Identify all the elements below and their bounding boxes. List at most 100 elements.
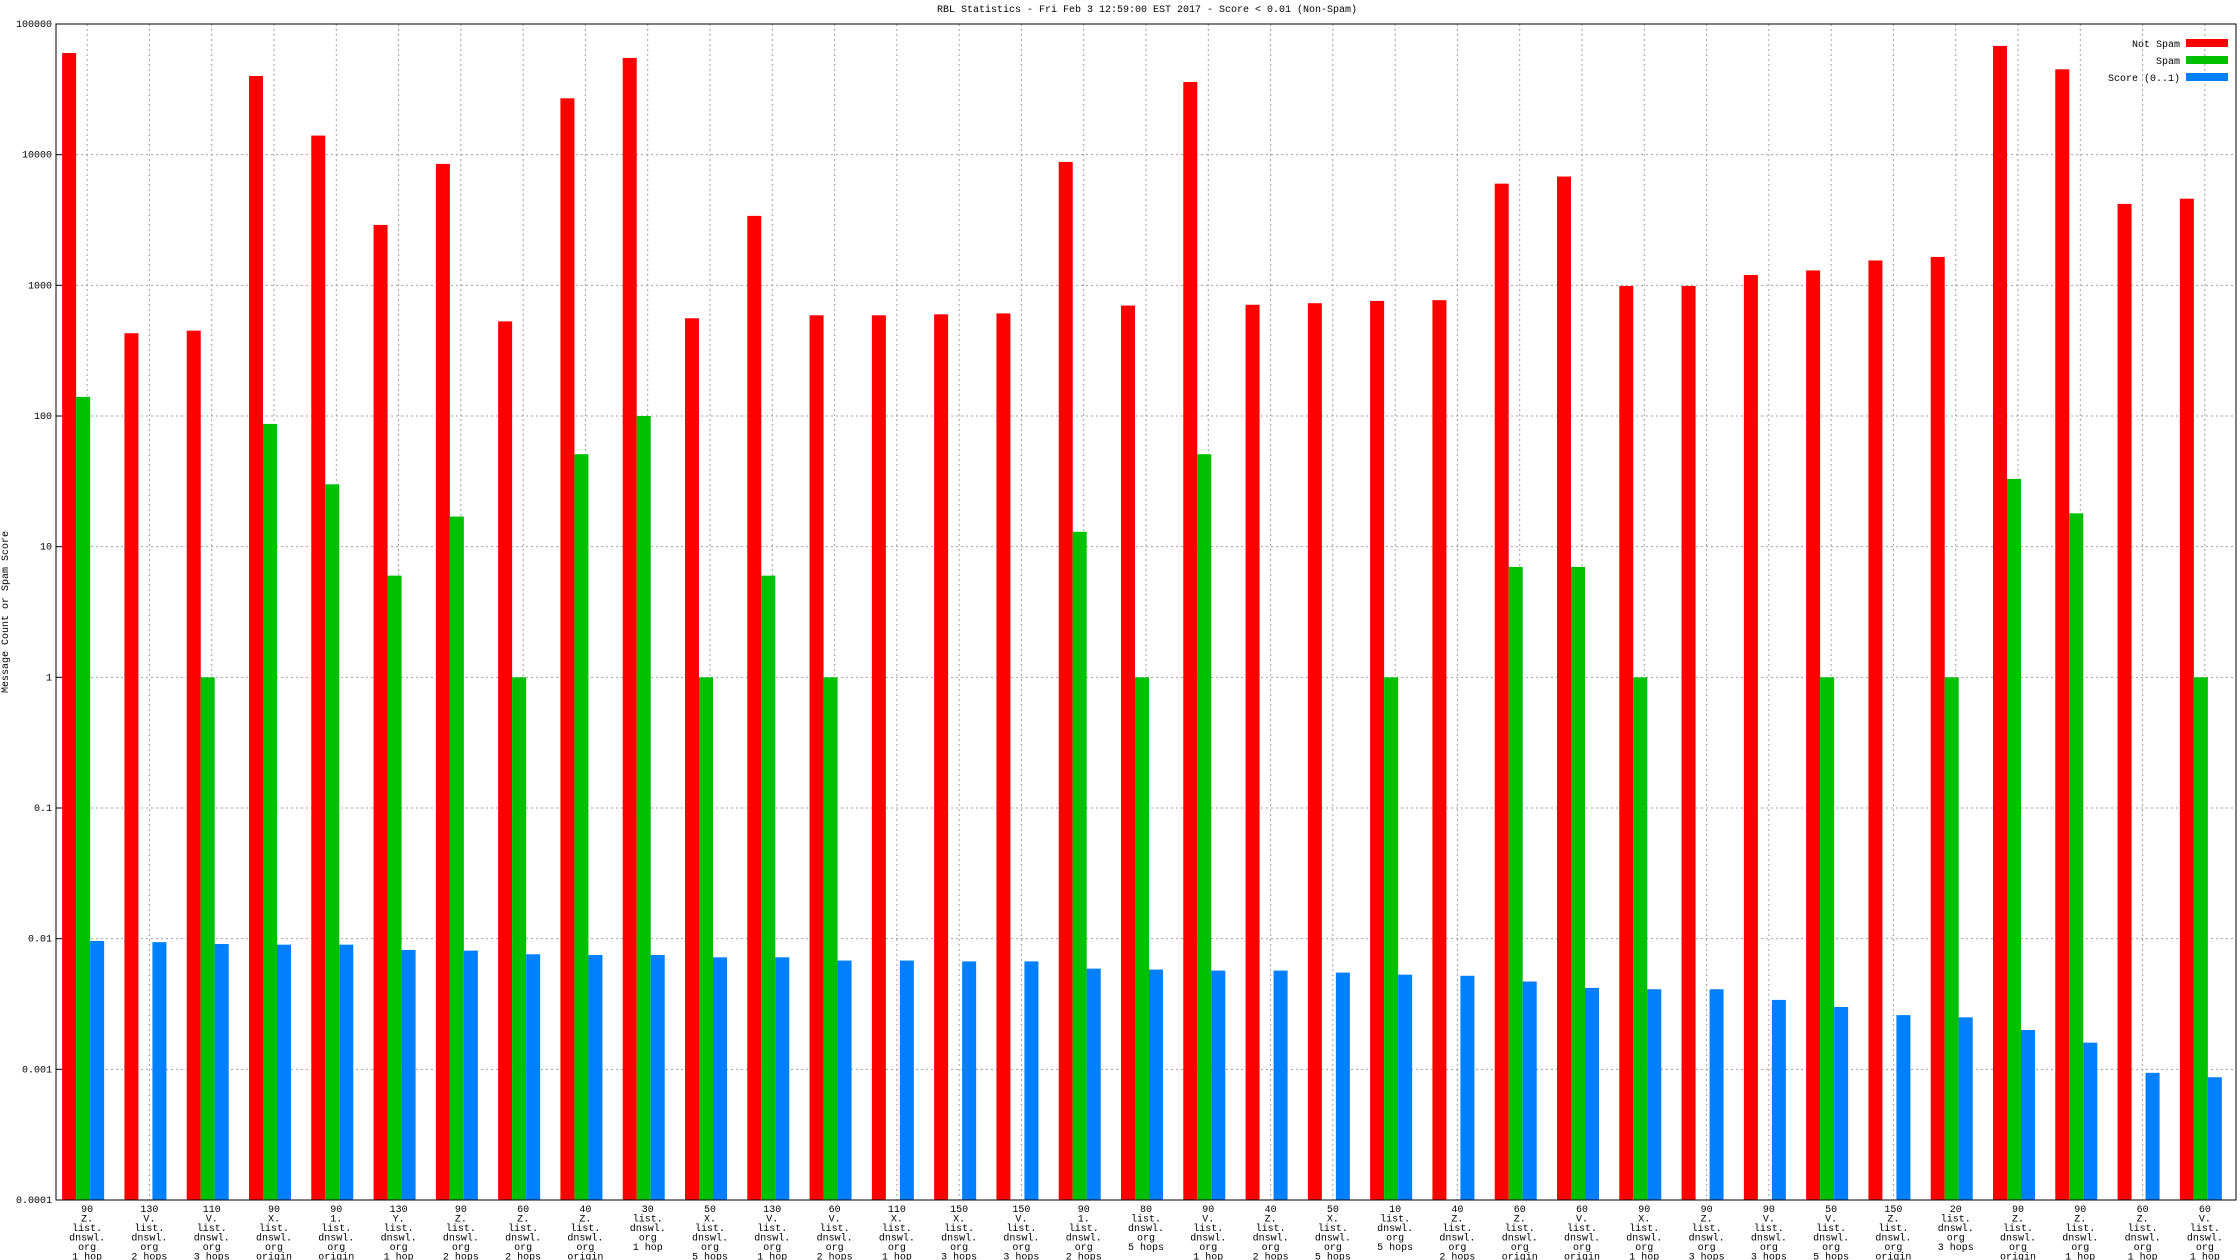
bar [1335, 972, 1350, 1200]
bar [2055, 69, 2070, 1200]
y-tick-label: 10 [40, 543, 52, 554]
bar [2207, 1077, 2222, 1200]
y-tick-label: 0.1 [34, 804, 52, 815]
x-tick-label: 60 Z. list. dnswl. org origin [1502, 1205, 1538, 1260]
x-tick-label: 90 Z. list. dnswl. org 1 hop [2062, 1205, 2098, 1260]
x-tick-label: 30 list. dnswl. org 1 hop [630, 1205, 666, 1254]
x-tick-label: 130 V. list. dnswl. org 1 hop [754, 1205, 790, 1260]
x-tick-label: 40 Z. list. dnswl. org 2 hops [1439, 1205, 1475, 1260]
x-tick-label: 110 V. list. dnswl. org 3 hops [194, 1205, 230, 1260]
bar [325, 484, 340, 1200]
x-tick-label: 60 Z. list. dnswl. org 1 hop [2125, 1205, 2161, 1260]
bar [1494, 183, 1509, 1200]
x-tick-label: 90 Z. list. dnswl. org origin [2000, 1205, 2036, 1260]
bar [277, 944, 291, 1200]
chart-title: RBL Statistics - Fri Feb 3 12:59:00 EST … [937, 4, 1357, 16]
bar [1743, 274, 1758, 1201]
bar [435, 163, 450, 1200]
bar [1398, 974, 1413, 1200]
x-tick-label: 90 Z. list. dnswl. org 3 hops [1689, 1205, 1725, 1260]
x-tick-label: 60 V. list. dnswl. org origin [1564, 1205, 1600, 1260]
bar [200, 677, 215, 1200]
bar [249, 75, 263, 1200]
legend-swatch [2186, 73, 2228, 81]
bar [1834, 1006, 1849, 1200]
bar [263, 423, 277, 1200]
bar [1896, 1015, 1911, 1200]
bar [871, 315, 886, 1200]
x-tick-label: 90 1. list. dnswl. org 2 hops [1066, 1205, 1102, 1260]
bar [463, 950, 478, 1200]
bar [387, 575, 402, 1200]
x-tick-label: 60 V. list. dnswl. org 1 hop [2187, 1205, 2223, 1260]
bar [1944, 677, 1959, 1200]
bar [2083, 1042, 2098, 1200]
bar [512, 677, 527, 1200]
bar [214, 944, 229, 1200]
bar [2179, 198, 2194, 1200]
x-tick-label: 10 list. dnswl. org 5 hops [1377, 1205, 1413, 1254]
x-tick-label: 20 list. dnswl. org 3 hops [1938, 1205, 1974, 1254]
x-tick-label: 50 X. list. dnswl. org 5 hops [692, 1205, 728, 1260]
x-tick-label: 150 X. list. dnswl. org 3 hops [941, 1205, 977, 1260]
x-tick-label: 80 list. dnswl. org 5 hops [1128, 1205, 1164, 1254]
bar [1370, 300, 1385, 1201]
bar [76, 396, 91, 1200]
bar [401, 949, 416, 1200]
bar [1121, 305, 1135, 1200]
bar [1432, 300, 1447, 1200]
bar [1245, 304, 1260, 1200]
bar [1183, 81, 1198, 1201]
bar [339, 944, 354, 1200]
legend-swatch [2186, 56, 2228, 64]
x-tick-label: 90 X. list. dnswl. org origin [256, 1205, 292, 1260]
y-tick-label: 0.001 [22, 1065, 52, 1076]
bar [761, 575, 776, 1200]
x-tick-label: 50 X. list. dnswl. org 5 hops [1315, 1205, 1351, 1260]
bar [574, 454, 589, 1200]
bar [685, 318, 699, 1200]
bar [1086, 968, 1101, 1200]
bar [152, 942, 167, 1200]
bar [809, 315, 824, 1200]
bar [1681, 285, 1696, 1200]
x-tick-label: 90 V. list. dnswl. org 3 hops [1751, 1205, 1787, 1260]
x-tick-label: 130 Y. list. dnswl. org 1 hop [381, 1205, 417, 1260]
bar [713, 957, 727, 1200]
x-tick-label: 90 X. list. dnswl. org 1 hop [1626, 1205, 1662, 1260]
x-tick-label: 90 1. list. dnswl. org origin [318, 1205, 354, 1260]
bar [996, 313, 1011, 1201]
bar [1211, 970, 1226, 1200]
y-tick-label: 10000 [22, 151, 52, 162]
bar [2145, 1072, 2160, 1200]
bar [699, 677, 713, 1200]
legend-swatch [2186, 39, 2228, 47]
bar [2117, 203, 2132, 1200]
x-tick-label: 90 Z. list. dnswl. org 1 hop [69, 1205, 105, 1260]
bar [962, 961, 977, 1200]
bar [498, 321, 513, 1200]
bar [2007, 478, 2021, 1200]
bar [90, 940, 105, 1200]
bar [1993, 45, 2007, 1201]
bar [823, 677, 838, 1200]
bar [588, 954, 603, 1200]
y-tick-label: 0.0001 [16, 1196, 52, 1207]
bar [1508, 566, 1523, 1200]
bar [526, 954, 541, 1200]
bar [1149, 969, 1163, 1200]
bar [1024, 961, 1039, 1200]
x-tick-label: 40 Z. list. dnswl. org 2 hops [1253, 1205, 1289, 1260]
bar [124, 333, 139, 1200]
bar [1273, 970, 1288, 1200]
x-tick-label: 90 V. list. dnswl. org 1 hop [1190, 1205, 1226, 1260]
bar [2193, 677, 2208, 1200]
bar [1647, 989, 1662, 1200]
bar [1806, 270, 1821, 1201]
x-tick-label: 150 Z. list. dnswl. org origin [1875, 1205, 1911, 1260]
bar [1619, 285, 1634, 1200]
x-tick-label: 110 X. list. dnswl. org 1 hop [879, 1205, 915, 1260]
bar [2021, 1029, 2035, 1200]
bar [1460, 975, 1475, 1200]
